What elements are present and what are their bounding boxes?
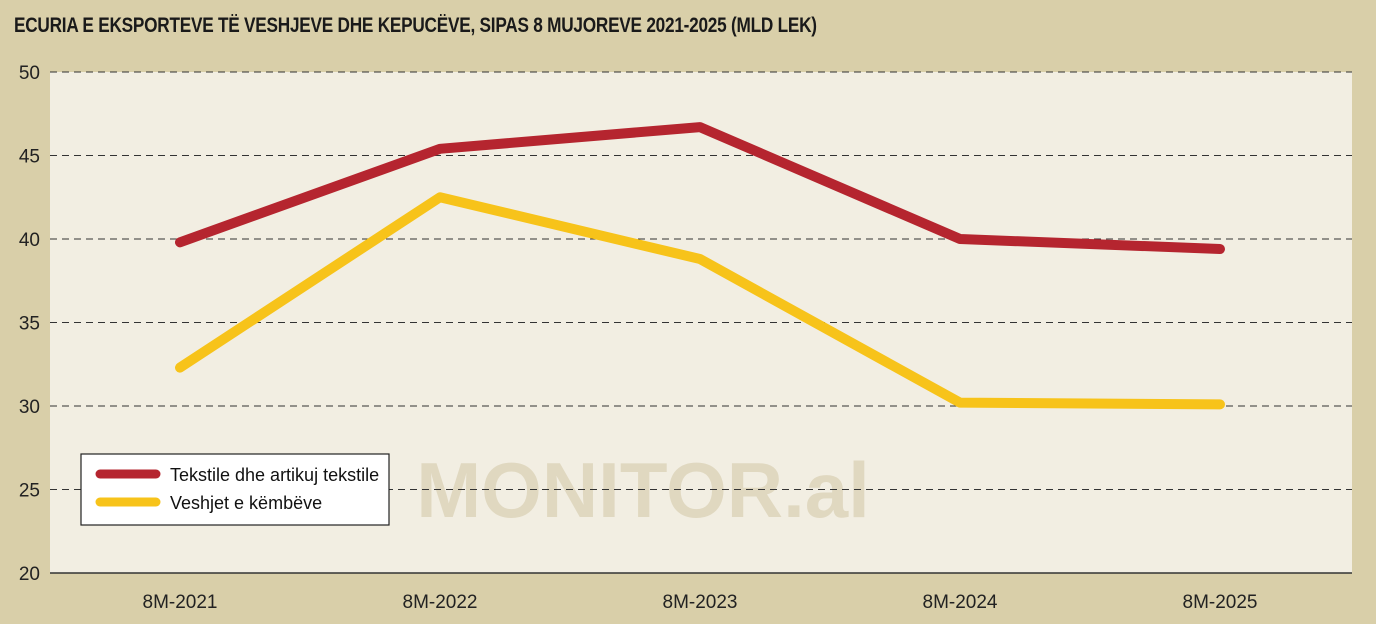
y-tick-label-30: 30 xyxy=(19,397,40,418)
legend-box xyxy=(80,453,390,526)
y-axis-ticks: 20 25 30 35 40 45 50 xyxy=(19,63,40,585)
x-tick-label-8M-2024: 8M-2024 xyxy=(923,592,998,613)
y-tick-label-50: 50 xyxy=(19,63,40,84)
legend-label-footwear: Veshjet e këmbëve xyxy=(170,493,322,513)
legend: Tekstile dhe artikuj tekstile Veshjet e … xyxy=(80,453,390,526)
y-tick-label-20: 20 xyxy=(19,564,40,585)
x-tick-label-8M-2022: 8M-2022 xyxy=(403,592,478,613)
legend-label-textiles: Tekstile dhe artikuj tekstile xyxy=(170,465,379,485)
x-tick-label-8M-2025: 8M-2025 xyxy=(1183,592,1258,613)
x-tick-label-8M-2023: 8M-2023 xyxy=(663,592,738,613)
y-tick-label-40: 40 xyxy=(19,230,40,251)
y-tick-label-25: 25 xyxy=(19,481,40,502)
series-lines xyxy=(175,122,1225,410)
y-tick-label-45: 45 xyxy=(19,147,40,168)
y-tick-label-35: 35 xyxy=(19,314,40,335)
x-tick-label-8M-2021: 8M-2021 xyxy=(143,592,218,613)
gridlines xyxy=(50,71,1352,490)
series-line-1 xyxy=(175,122,1225,255)
x-axis-ticks: 8M-2021 8M-2022 8M-2023 8M-2024 8M-2025 xyxy=(143,592,1258,613)
series-line-2 xyxy=(175,192,1225,410)
chart-title: ECURIA E EKSPORTEVE TË VESHJEVE DHE KEPU… xyxy=(14,14,817,37)
